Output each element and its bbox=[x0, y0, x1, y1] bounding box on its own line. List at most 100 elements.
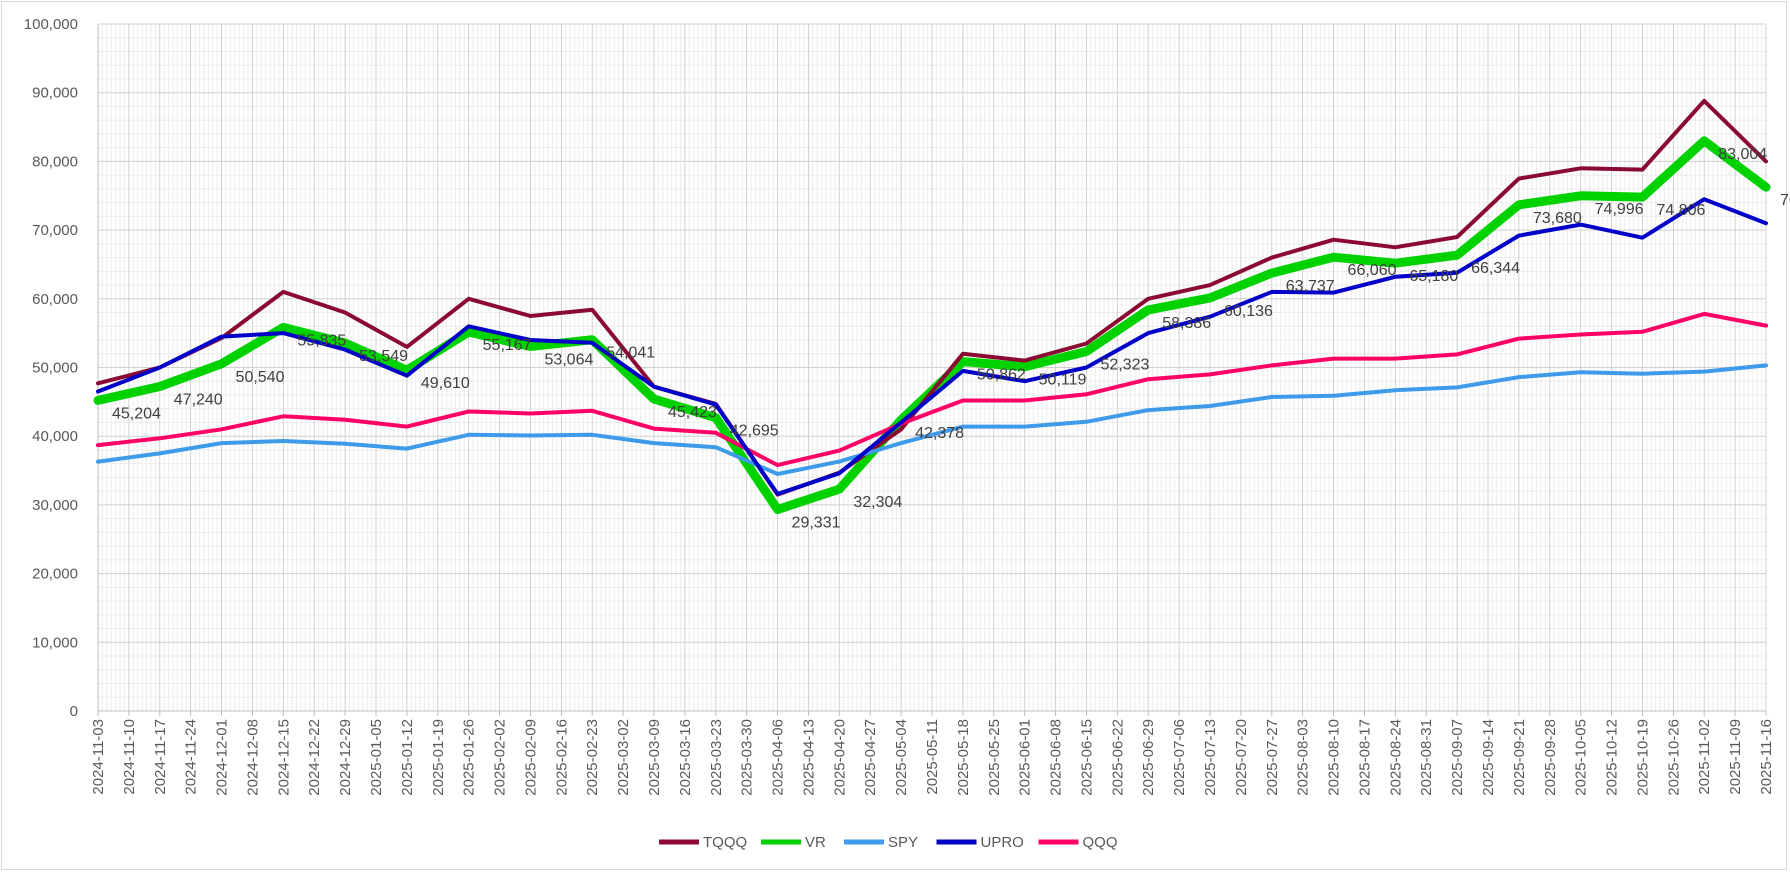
x-tick-label: 2025-03-09 bbox=[646, 719, 663, 796]
x-tick-label: 2025-03-23 bbox=[708, 719, 725, 796]
x-tick-label: 2025-05-18 bbox=[955, 719, 972, 796]
data-label: 29,331 bbox=[792, 514, 841, 531]
x-tick-label: 2025-06-29 bbox=[1140, 719, 1157, 796]
x-tick-label: 2025-07-20 bbox=[1233, 719, 1250, 796]
y-tick-label: 90,000 bbox=[32, 85, 78, 102]
x-tick-label: 2025-08-24 bbox=[1387, 719, 1404, 796]
data-label: 55,167 bbox=[483, 337, 532, 354]
y-tick-label: 10,000 bbox=[32, 634, 78, 651]
x-tick-label: 2025-03-02 bbox=[615, 719, 632, 796]
y-tick-label: 50,000 bbox=[32, 360, 78, 377]
y-tick-label: 40,000 bbox=[32, 428, 78, 445]
x-tick-label: 2025-04-13 bbox=[800, 719, 817, 796]
series-line-tqqq bbox=[96, 98, 1768, 497]
data-label: 60,136 bbox=[1224, 303, 1273, 320]
x-tick-label: 2024-12-15 bbox=[275, 719, 292, 796]
x-tick-label: 2025-10-19 bbox=[1634, 719, 1651, 796]
data-label: 50,540 bbox=[236, 369, 285, 386]
x-tick-label: 2025-01-05 bbox=[368, 719, 385, 796]
x-tick-label: 2025-02-23 bbox=[584, 719, 601, 796]
x-tick-label: 2025-02-02 bbox=[492, 719, 509, 796]
data-label: 66,344 bbox=[1471, 260, 1520, 277]
x-tick-label: 2025-09-14 bbox=[1480, 719, 1497, 796]
x-tick-label: 2024-12-01 bbox=[214, 719, 231, 796]
y-tick-label: 100,000 bbox=[24, 16, 78, 33]
data-label: 53,549 bbox=[359, 348, 408, 365]
x-tick-label: 2025-06-15 bbox=[1078, 719, 1095, 796]
x-tick-label: 2024-12-29 bbox=[337, 719, 354, 796]
x-tick-label: 2025-11-16 bbox=[1758, 719, 1775, 795]
data-label: 45,204 bbox=[112, 405, 161, 422]
data-label: 49,610 bbox=[421, 375, 470, 392]
x-tick-label: 2025-03-30 bbox=[739, 719, 756, 796]
x-tick-label: 2025-08-17 bbox=[1356, 719, 1373, 796]
y-tick-label: 0 bbox=[70, 703, 78, 720]
x-tick-label: 2024-11-10 bbox=[121, 719, 138, 795]
series-line-qqq bbox=[96, 311, 1768, 468]
x-tick-label: 2025-10-05 bbox=[1573, 719, 1590, 796]
x-tick-label: 2024-11-24 bbox=[183, 719, 200, 795]
x-tick-label: 2025-06-22 bbox=[1109, 719, 1126, 796]
x-tick-label: 2025-10-26 bbox=[1665, 719, 1682, 796]
x-tick-label: 2025-10-12 bbox=[1604, 719, 1621, 796]
data-label: 50,862 bbox=[977, 367, 1026, 384]
x-tick-label: 2025-09-07 bbox=[1449, 719, 1466, 796]
y-tick-label: 70,000 bbox=[32, 222, 78, 239]
x-tick-label: 2025-04-06 bbox=[770, 719, 787, 796]
data-label: 45,423 bbox=[668, 404, 717, 421]
x-tick-label: 2025-02-09 bbox=[522, 719, 539, 796]
x-tick-label: 2025-05-04 bbox=[893, 719, 910, 796]
x-tick-label: 2025-04-27 bbox=[862, 719, 879, 796]
data-label: 42,378 bbox=[915, 425, 964, 442]
data-label: 47,240 bbox=[174, 391, 223, 408]
data-label: 73,680 bbox=[1533, 210, 1582, 227]
legend-label-qqq: QQQ bbox=[1083, 834, 1118, 851]
x-tick-label: 2025-07-27 bbox=[1264, 719, 1281, 796]
data-label: 83,004 bbox=[1718, 146, 1767, 163]
x-tick-label: 2025-07-06 bbox=[1171, 719, 1188, 796]
x-tick-label: 2025-11-09 bbox=[1727, 719, 1744, 795]
series-line-spy bbox=[96, 363, 1768, 476]
legend-label-tqqq: TQQQ bbox=[703, 834, 747, 851]
x-tick-label: 2025-08-31 bbox=[1418, 719, 1435, 796]
x-tick-label: 2025-05-25 bbox=[986, 719, 1003, 796]
x-tick-label: 2024-11-03 bbox=[90, 719, 107, 795]
x-tick-label: 2025-01-19 bbox=[430, 719, 447, 796]
x-tick-label: 2025-02-16 bbox=[553, 719, 570, 796]
data-label: 65,180 bbox=[1409, 268, 1458, 285]
y-tick-label: 30,000 bbox=[32, 497, 78, 514]
y-tick-label: 80,000 bbox=[32, 153, 78, 170]
data-label: 52,323 bbox=[1100, 357, 1149, 374]
x-tick-label: 2025-08-10 bbox=[1326, 719, 1343, 796]
x-tick-label: 2025-07-13 bbox=[1202, 719, 1219, 796]
data-label: 74,996 bbox=[1595, 201, 1644, 218]
series-line-upro bbox=[96, 197, 1768, 496]
data-label: 74,806 bbox=[1656, 202, 1705, 219]
legend-label-spy: SPY bbox=[888, 834, 918, 851]
data-label: 58,386 bbox=[1162, 315, 1211, 332]
data-label: 66,060 bbox=[1348, 262, 1397, 279]
x-tick-label: 2025-05-11 bbox=[924, 719, 941, 795]
data-label: 54,041 bbox=[606, 345, 655, 362]
data-label: 42,695 bbox=[730, 423, 779, 440]
data-label: 53,064 bbox=[544, 351, 593, 368]
x-tick-label: 2025-06-01 bbox=[1017, 719, 1034, 796]
data-label: 50,119 bbox=[1039, 372, 1087, 389]
x-tick-label: 2025-03-16 bbox=[677, 719, 694, 796]
x-tick-label: 2025-01-26 bbox=[461, 719, 478, 796]
x-tick-label: 2025-09-21 bbox=[1511, 719, 1528, 796]
y-tick-label: 20,000 bbox=[32, 566, 78, 583]
x-tick-label: 2024-11-17 bbox=[152, 719, 169, 795]
x-tick-label: 2025-08-03 bbox=[1295, 719, 1312, 796]
legend-label-upro: UPRO bbox=[981, 834, 1024, 851]
data-label: 76,246 bbox=[1780, 192, 1790, 209]
legend-label-vr: VR bbox=[805, 834, 826, 851]
x-tick-label: 2025-09-28 bbox=[1542, 719, 1559, 796]
data-label: 63,737 bbox=[1286, 278, 1335, 295]
y-tick-label: 60,000 bbox=[32, 291, 78, 308]
x-tick-label: 2025-01-12 bbox=[399, 719, 416, 796]
x-tick-label: 2025-11-02 bbox=[1696, 719, 1713, 795]
x-tick-label: 2024-12-22 bbox=[306, 719, 323, 796]
data-label: 55,835 bbox=[297, 332, 346, 349]
